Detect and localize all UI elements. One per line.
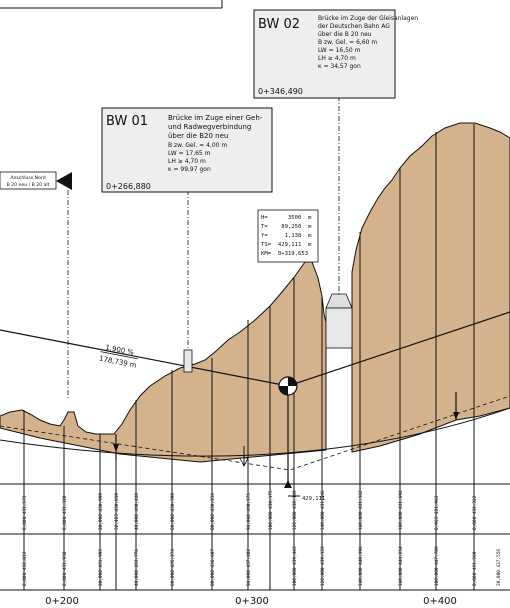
ts-label: 429,111 bbox=[302, 496, 325, 502]
curve-vertex-icon bbox=[278, 376, 298, 396]
bw01-line: κ = 99,97 gon bbox=[168, 166, 211, 173]
bw02-line: LW = 16,50 m bbox=[318, 47, 361, 54]
bw01-station: 0+266,880 bbox=[106, 182, 151, 191]
terrain-right bbox=[351, 122, 510, 453]
row1-value: 120,000 430,149 bbox=[292, 490, 298, 530]
vertical-curve bbox=[0, 407, 510, 457]
bw02-line: über die B 20 neu bbox=[318, 31, 372, 38]
row1-value: 160,000 431,162 bbox=[358, 490, 364, 530]
row1-value: 40,000 430,430 bbox=[134, 493, 140, 530]
row2-value: 0,000 431,938 bbox=[62, 551, 68, 586]
low-point-marker-icon bbox=[239, 446, 249, 467]
bw01-structure bbox=[183, 349, 193, 373]
bw01-line: und Radwegverbindung bbox=[168, 123, 251, 131]
row1-labels: 0,000 431,573 0,000 431,320 20,000 430,9… bbox=[22, 490, 478, 530]
bw02-line: der Deutschen Bahn AG bbox=[318, 23, 390, 30]
row1-value: 0,000 431,320 bbox=[62, 495, 68, 530]
station-lines bbox=[23, 124, 475, 590]
row2-value: 40,000 433,776 bbox=[134, 549, 140, 586]
bw01-box: BW 01 Brücke im Zuge einer Geh- und Radw… bbox=[101, 107, 273, 193]
row2-value: 20,000 437,556 bbox=[496, 549, 502, 586]
row1-value: 0,000 432,322 bbox=[472, 495, 478, 530]
grade-length: 178,739 m bbox=[98, 355, 137, 370]
row2-value: 20,000 431,995 bbox=[98, 549, 104, 586]
bw02-structure bbox=[325, 307, 353, 349]
row1-value: 60,000 430,390 bbox=[170, 493, 176, 530]
anschluss-line1: Anschluss Nord bbox=[10, 175, 45, 181]
row2-value: 160,000 444,254 bbox=[398, 546, 404, 586]
bw02-line: LH ≥ 4,70 m bbox=[318, 55, 356, 62]
bw02-line: κ = 34,57 gon bbox=[318, 63, 361, 70]
axis-label: 0+300 bbox=[235, 596, 269, 607]
row2-value: 140,000 440,396 bbox=[358, 546, 364, 586]
row2-value: 100,000 439,463 bbox=[292, 546, 298, 586]
row2-labels: 0,000 432,813 0,000 431,938 20,000 431,9… bbox=[22, 546, 502, 586]
row2-value: 94,000 437,402 bbox=[246, 549, 252, 586]
row1-value: 32,423 430,819 bbox=[114, 493, 120, 530]
anschluss-line2: B 20 neu / B 20 alt bbox=[7, 182, 50, 188]
grade-line-left bbox=[0, 329, 289, 387]
row2-value: 180,000 447,789 bbox=[434, 546, 440, 586]
curve-line: T= 89,250 m bbox=[261, 224, 312, 230]
row1-value: 180,000 431,694 bbox=[398, 490, 404, 530]
bw02-id: BW 02 bbox=[258, 17, 300, 32]
row1-value: 0,963 431,963 bbox=[434, 495, 440, 530]
curve-line: f= 1,138 m bbox=[261, 233, 312, 239]
bw02-line: Brücke im Zuge der Gleisanlagen bbox=[318, 15, 418, 22]
row2-value: 0,000 451,569 bbox=[472, 551, 478, 586]
bw02-box: BW 02 Brücke im Zuge der Gleisanlagen de… bbox=[253, 9, 418, 99]
row2-value: 120,000 439,133 bbox=[320, 546, 326, 586]
bw01-line: B zw. Gel. = 4,00 m bbox=[168, 142, 227, 149]
row1-value: 140,000 431,146 bbox=[320, 490, 326, 530]
row1-value: 100,000 430,175 bbox=[268, 490, 274, 530]
axis-label: 0+400 bbox=[423, 596, 457, 607]
curve-line: KM= 0+319,653 bbox=[261, 251, 308, 257]
data-table bbox=[0, 483, 510, 591]
row2-value: 80,000 436,607 bbox=[210, 549, 216, 586]
bw01-id: BW 01 bbox=[106, 114, 148, 129]
bw02-line: B zw. Gel. = 6,60 m bbox=[318, 39, 377, 46]
bw02-deck bbox=[325, 293, 353, 309]
row1-value: 80,000 430,216 bbox=[210, 493, 216, 530]
curve-line: H= 3500 m bbox=[261, 215, 312, 221]
row1-value: 94,060 430,175 bbox=[246, 493, 252, 530]
bw01-line: LH ≥ 4,70 m bbox=[168, 158, 206, 165]
anschluss-arrow-icon bbox=[56, 172, 72, 190]
row2-value: 60,000 435,274 bbox=[170, 549, 176, 586]
curve-line: TS= 429,111 m bbox=[261, 242, 312, 248]
row1-value: 20,000 430,999 bbox=[98, 493, 104, 530]
bw02-station: 0+346,490 bbox=[258, 87, 303, 96]
row2-value: 0,000 432,813 bbox=[22, 551, 28, 586]
bw01-line: LW = 17,65 m bbox=[168, 150, 211, 157]
grade-line-right bbox=[287, 311, 510, 387]
tangent-dashed bbox=[0, 395, 510, 471]
row1-value: 0,000 431,573 bbox=[22, 495, 28, 530]
axis-label: 0+200 bbox=[45, 596, 79, 607]
curve-box: H= 3500 m T= 89,250 m f= 1,138 m TS= 429… bbox=[257, 209, 319, 263]
bw01-line: Brücke im Zuge einer Geh- bbox=[168, 114, 263, 122]
anschluss-nord: Anschluss Nord B 20 neu / B 20 alt bbox=[0, 171, 72, 400]
bw01-line: über die B20 neu bbox=[168, 132, 228, 140]
